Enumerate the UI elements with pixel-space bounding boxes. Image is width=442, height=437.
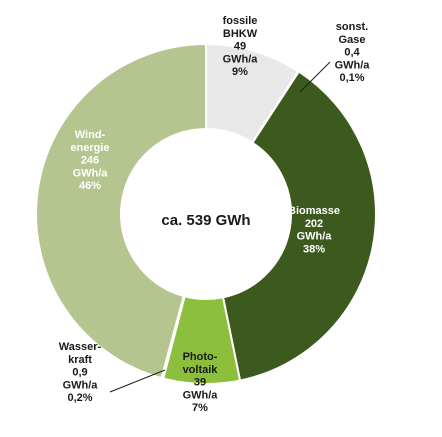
slice-label-line: GWh/a [183, 389, 219, 401]
slice-label-line: GWh/a [335, 59, 371, 71]
slice-label-line: GWh/a [223, 53, 259, 65]
slice-label-line: 7% [192, 402, 208, 414]
slice-label-line: Wasser- [59, 341, 102, 353]
slice-biomasse [221, 70, 377, 382]
slice-label-fossile: fossile BHKW 49 GWh/a 9% [223, 15, 259, 78]
slice-label-line: GWh/a [63, 379, 99, 391]
slice-label-biomasse: Biomasse 202 GWh/a 38% [288, 205, 340, 255]
slice-label-line: voltaik [183, 364, 219, 376]
slice-label-line: sonst. [336, 21, 368, 33]
leader-sonst [299, 61, 331, 93]
slice-label-line: 0,2% [67, 392, 92, 404]
slice-label-windenergie: Wind-energie 246 GWh/a 46% [70, 129, 109, 192]
slice-label-line: 202 [305, 218, 323, 230]
slice-label-line: energie [70, 142, 109, 154]
slice-windenergie [35, 42, 207, 380]
slice-label-line: 39 [194, 377, 206, 389]
slice-label-line: fossile [223, 15, 258, 27]
slice-label-line: kraft [68, 354, 92, 366]
leader-lines [109, 61, 331, 393]
slice-label-line: Photo- [183, 351, 218, 363]
slice-label-line: Wind- [75, 129, 106, 141]
slice-label-line: Biomasse [288, 205, 340, 217]
center-total-label: ca. 539 GWh [161, 212, 250, 229]
slice-label-line: 9% [232, 66, 248, 78]
slice-label-line: Gase [339, 34, 366, 46]
slice-label-line: 246 [81, 155, 99, 167]
slice-label-line: 0,4 [344, 47, 360, 59]
slice-label-line: 49 [234, 41, 246, 53]
leader-wasserkraft [109, 369, 166, 393]
slice-label-line: BHKW [223, 28, 258, 40]
donut-slices [35, 42, 377, 385]
slice-label-line: GWh/a [297, 231, 333, 243]
slice-label-line: 38% [303, 243, 325, 255]
slice-label-line: GWh/a [73, 167, 109, 179]
slice-label-line: 0,9 [72, 367, 87, 379]
slice-label-line: 0,1% [339, 72, 364, 84]
slice-label-sonst: sonst. Gase 0,4 GWh/a 0,1% [335, 21, 371, 84]
slice-label-photovoltaik: Photo-voltaik 39 GWh/a 7% [183, 351, 219, 414]
slice-label-line: 46% [79, 180, 101, 192]
slice-label-wasserkraft: Wasser-kraft 0,9 GWh/a 0,2% [59, 341, 102, 404]
slice-labels: fossile BHKW 49 GWh/a 9%sonst. Gase 0,4 GWh/a 0,… [59, 15, 370, 414]
